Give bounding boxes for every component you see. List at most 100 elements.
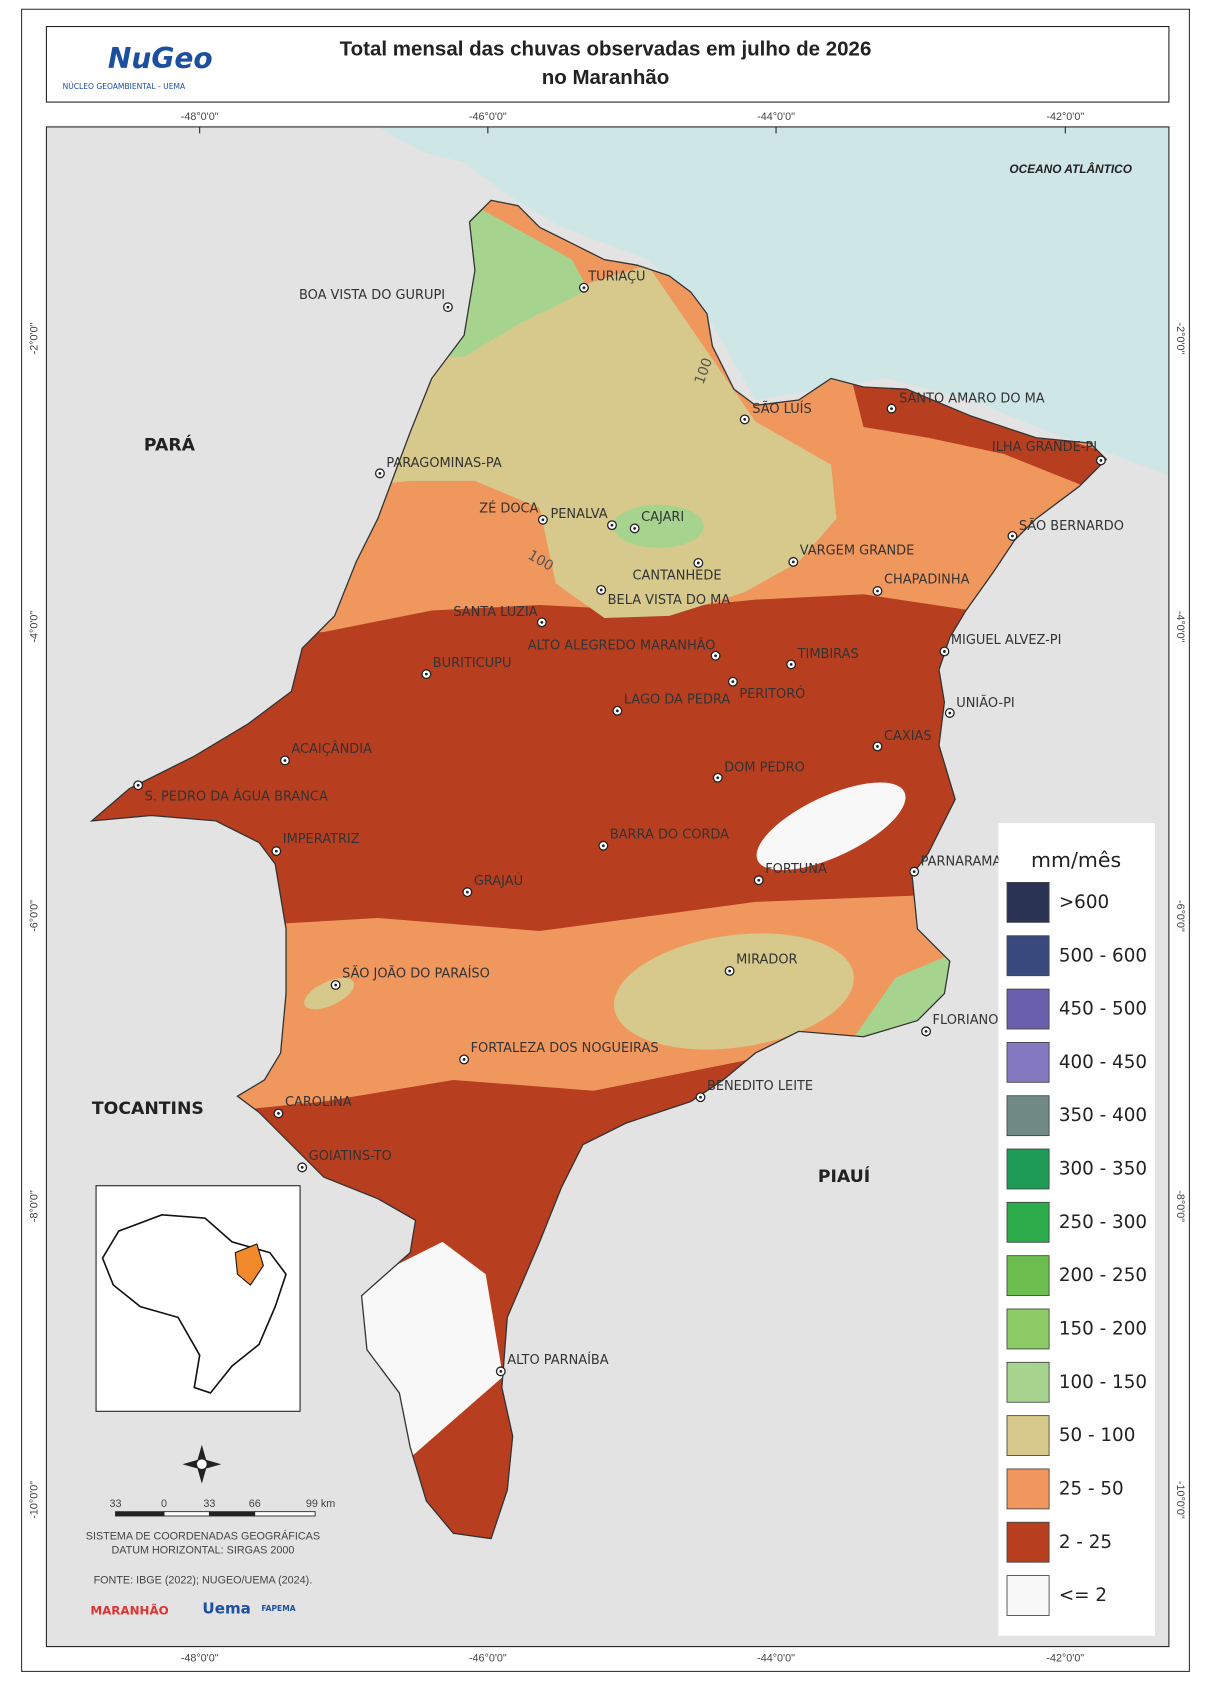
legend-label: 500 - 600	[1059, 945, 1147, 966]
city-dot-center	[696, 561, 700, 565]
legend-label: 50 - 100	[1059, 1425, 1136, 1446]
lon-label: -48°0'0"	[181, 111, 219, 123]
logo: NuGeo	[108, 42, 213, 75]
city-label: BOA VISTA DO GURUPI	[299, 288, 445, 303]
zone-50-100	[613, 933, 854, 1050]
legend-label: <= 2	[1059, 1585, 1107, 1606]
lat-label: -10°0'0"	[28, 1481, 40, 1519]
city-dot-center	[283, 759, 287, 762]
city-dot-center	[1099, 459, 1103, 462]
logo-uema: Uema	[202, 1599, 250, 1617]
city-dot-center	[499, 1369, 503, 1373]
city-dot-center	[446, 305, 450, 309]
city-label: CAXIAS	[884, 729, 932, 744]
city-label: TURIAÇU	[587, 269, 645, 284]
lon-label: -48°0'0"	[181, 1652, 219, 1664]
city-label: CAJARI	[641, 510, 684, 525]
legend-label: 450 - 500	[1059, 999, 1147, 1020]
inset	[95, 1185, 301, 1412]
legend-swatch	[1006, 1095, 1050, 1137]
city-dot-center	[876, 589, 879, 593]
city-label: PERITORÓ	[739, 686, 805, 702]
city-label: BARRA DO CORDA	[610, 827, 729, 842]
lat-label: -6°0'0"	[28, 900, 40, 932]
city-dot-center	[300, 1165, 304, 1169]
city-dot-center	[912, 870, 916, 874]
legend-label: 250 - 300	[1059, 1212, 1147, 1233]
logo-ma: MARANHÃO	[90, 1602, 168, 1617]
city-dot-center	[791, 560, 795, 564]
city-label: PENALVA	[550, 507, 607, 522]
city-dot-center	[633, 527, 637, 530]
city-dot-center	[757, 878, 761, 882]
city-dot-center	[136, 783, 140, 787]
title: no Maranhão	[542, 66, 670, 89]
legend-label: 350 - 400	[1059, 1105, 1147, 1126]
title: Total mensal das chuvas observadas em ju…	[340, 38, 872, 61]
city-label: UNIÃO-PI	[956, 695, 1014, 711]
city-dot-center	[465, 890, 469, 894]
city-label: BELA VISTA DO MA	[608, 593, 731, 608]
coordinates: -48°0'0" -48°0'0" -46°0'0" -46°0'0" -44°0'0"…	[28, 111, 1185, 1664]
city-dot-center	[876, 745, 879, 748]
lat-label: -2°0'0"	[1174, 323, 1186, 355]
lat-label: -2°0'0"	[28, 322, 40, 354]
city-dot-center	[714, 654, 717, 658]
legend-label: 100 - 150	[1059, 1372, 1147, 1393]
lat-label: -6°0'0"	[1174, 900, 1186, 932]
legend-swatch	[1006, 1201, 1050, 1243]
city-label: MIGUEL ALVEZ-PI	[951, 633, 1062, 648]
crs: SISTEMA DE COORDENADAS GEOGRÁFICAS	[86, 1529, 320, 1542]
lat-label: -4°0'0"	[28, 611, 40, 643]
legend-label: 300 - 350	[1059, 1159, 1147, 1180]
legend-swatch	[1006, 1308, 1050, 1350]
city-label: BENEDITO LEITE	[707, 1079, 813, 1094]
zone-le-2	[756, 782, 906, 871]
city-dot-center	[943, 650, 946, 653]
lat-label: -4°0'0"	[1174, 611, 1186, 643]
city-label: ALTO ALEGREDO MARANHÃO	[528, 638, 716, 654]
lat-label: -8°0'0"	[28, 1190, 40, 1222]
city-label: LAGO DA PEDRA	[624, 693, 731, 708]
compass	[182, 1444, 222, 1484]
legend-label: 2 - 25	[1059, 1532, 1112, 1553]
city-dot-center	[277, 1112, 280, 1115]
lon-label: -42°0'0"	[1046, 1652, 1084, 1664]
lon-label: -44°0'0"	[757, 1652, 795, 1664]
city-dot-center	[731, 680, 735, 684]
scale-segment	[163, 1511, 210, 1517]
city-dot-center	[699, 1095, 702, 1099]
city-label: CHAPADINHA	[884, 573, 970, 588]
city-dot-center	[378, 471, 382, 475]
city-label: ACAIÇÂNDIA	[291, 741, 372, 757]
logo-fapema: FAPEMA	[261, 1604, 295, 1613]
city-label: TIMBIRAS	[797, 647, 859, 662]
legend-swatch	[1006, 1468, 1050, 1510]
lon-label: -42°0'0"	[1046, 111, 1084, 123]
map-frame	[45, 126, 1170, 1648]
zone-100-150	[613, 504, 704, 548]
legend-swatch	[1006, 1575, 1050, 1616]
city-dot-center	[462, 1058, 466, 1061]
city-dot-center	[601, 844, 605, 848]
lat-label: -10°0'0"	[1174, 1481, 1186, 1519]
city-dot-center	[743, 418, 747, 421]
logo-sub: NÚCLEO GEOAMBIENTAL - UEMA	[63, 82, 186, 91]
city-label: PARAGOMINAS-PA	[386, 456, 501, 471]
city-label: MIRADOR	[736, 953, 797, 968]
city-dot-center	[582, 286, 586, 290]
city-dot-center	[789, 663, 793, 666]
city-label: SÃO BERNARDO	[1019, 518, 1124, 534]
city-dot-center	[541, 518, 545, 522]
city-label: VARGEM GRANDE	[800, 544, 914, 559]
city-label: CAROLINA	[285, 1095, 352, 1110]
city-label: SANTA LUZIA	[453, 605, 537, 620]
city-dot-center	[716, 776, 720, 780]
title-box	[45, 25, 1170, 103]
legend-swatch	[1006, 1415, 1050, 1456]
legend-swatch	[1006, 1521, 1050, 1563]
legend-label: 200 - 250	[1059, 1265, 1147, 1286]
city-label: IMPERATRIZ	[283, 832, 360, 847]
city-label: FORTUNA	[765, 862, 827, 877]
